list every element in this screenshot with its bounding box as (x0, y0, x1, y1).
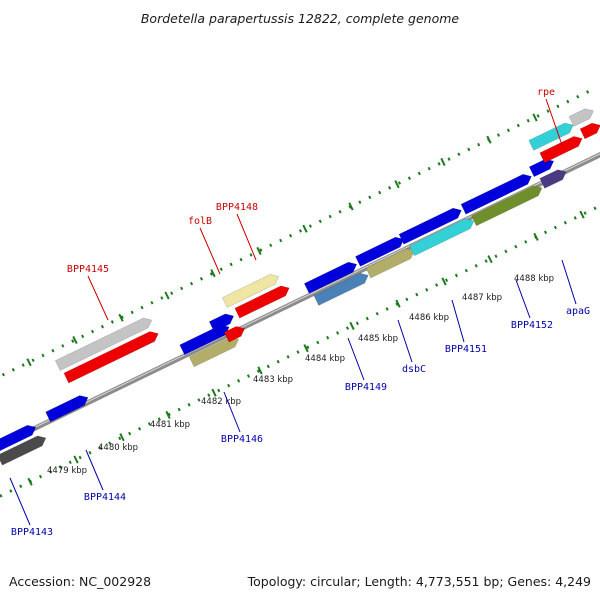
leader-line (515, 279, 531, 319)
gene-label-top: rpe (537, 87, 555, 98)
leader-line (451, 299, 465, 343)
tick-mark-outer (256, 246, 262, 255)
gene-bpp4149-block (303, 261, 358, 294)
gene-label-bottom: BPP4151 (445, 344, 487, 355)
gene-dsbc-block (365, 248, 415, 279)
gene-bpp4144-block (45, 395, 89, 423)
tick-mark-outer (26, 358, 32, 367)
tick-label: 4482 kbp (201, 397, 241, 407)
tick-label: 4488 kbp (514, 274, 554, 284)
gene-label-top: BPP4145 (67, 264, 109, 275)
tick-mark-inner (73, 455, 79, 464)
gene-next-silver-block (568, 108, 594, 127)
tick-mark-outer (486, 135, 492, 144)
tick-mark-inner (349, 321, 355, 330)
dotted-guides (0, 87, 600, 498)
tick-mark-inner (303, 344, 309, 353)
gene-apag-block (539, 169, 567, 189)
leader-line (236, 213, 257, 261)
tick-mark-inner (533, 232, 539, 241)
gene-label-bottom: BPP4144 (84, 492, 126, 503)
tick-label: 4483 kbp (253, 375, 293, 385)
tick-mark-outer (72, 335, 78, 345)
tick-mark-inner (165, 410, 171, 419)
leader-line (347, 337, 365, 381)
tick-mark-inner (119, 433, 125, 442)
tick-mark-outer (394, 180, 400, 189)
tick-mark-outer (532, 113, 538, 122)
tick-mark-inner (579, 210, 585, 219)
gene-labels: BPP4145 folB BPP4148 rpe BPP4143 BPP4144 BPP41… (9, 87, 590, 538)
accession-text: Accession: NC_002928 (9, 574, 151, 589)
tick-label: 4485 kbp (358, 334, 398, 344)
leader-line (87, 275, 109, 321)
gene-bpp4151b-block (409, 218, 475, 257)
gene-folb-block (208, 313, 235, 332)
gene-rpe-red-block (539, 136, 583, 164)
gene-label-bottom: BPP4146 (221, 434, 263, 445)
tick-mark-outer (302, 224, 308, 233)
gene-label-bottom: dsbC (402, 364, 426, 375)
gene-bpp4149b-block (313, 272, 369, 306)
tick-mark-inner (211, 388, 217, 397)
gene-label-bottom: BPP4143 (11, 527, 53, 538)
leader-line (9, 477, 31, 526)
tick-label: 4484 kbp (305, 354, 345, 364)
tick-mark-outer (210, 269, 216, 278)
tick-mark-inner (487, 255, 493, 264)
tick-label: 4481 kbp (150, 420, 190, 430)
gene-bpp4151-block (398, 207, 462, 245)
dotted-track-inner (0, 204, 600, 498)
tick-mark-inner (257, 366, 263, 375)
tick-mark-inner (27, 477, 33, 486)
gene-bpp4152-block (460, 173, 532, 215)
gene-bpp4148-block (221, 274, 280, 308)
tick-label: 4480 kbp (98, 443, 138, 453)
gene-rbh-block (63, 331, 159, 384)
tick-mark-outer (440, 157, 446, 166)
map-title: Bordetella parapertussis 12822, complete… (141, 11, 460, 26)
gene-next-red-block (579, 122, 600, 140)
gene-bpp4143-block (0, 424, 37, 452)
leader-line (223, 391, 241, 433)
gene-features (0, 108, 600, 466)
gene-label-bottom: apaG (566, 306, 590, 317)
gene-label-top: folB (188, 216, 212, 227)
gene-bpp4150-block (355, 236, 405, 267)
gene-bpp4142-block (0, 435, 47, 466)
tick-labels: 4479 kbp 4480 kbp 4481 kbp 4482 kbp 4483 kbp… (47, 274, 554, 476)
leader-line (85, 449, 104, 491)
tick-label: 4479 kbp (47, 466, 87, 476)
gene-bpp4145-block (54, 317, 153, 371)
tick-mark-inner (441, 277, 447, 286)
tick-mark-inner (395, 299, 401, 308)
gene-rpe-block (528, 122, 574, 151)
tick-mark-outer (118, 313, 124, 322)
leader-line (397, 319, 413, 363)
leader-line (199, 227, 221, 275)
gene-bpp4152b-block (471, 185, 543, 227)
tick-label: 4486 kbp (409, 313, 449, 323)
tick-label: 4487 kbp (462, 293, 502, 303)
tick-mark-outer (164, 291, 170, 300)
gene-bpp4146b-block (188, 336, 240, 368)
sequence-axis (0, 152, 600, 448)
gene-label-bottom: BPP4152 (511, 320, 553, 331)
gene-bpp4148-red-block (234, 285, 290, 319)
gene-label-bottom: BPP4149 (345, 382, 387, 393)
tick-mark-outer (348, 202, 354, 211)
gene-label-top: BPP4148 (216, 202, 258, 213)
genome-summary: Topology: circular; Length: 4,773,551 bp… (247, 574, 591, 589)
leader-line (561, 259, 577, 305)
gene-apag-blue-block (528, 158, 555, 178)
leader-line (545, 98, 563, 146)
gene-folb-red-block (223, 326, 246, 343)
